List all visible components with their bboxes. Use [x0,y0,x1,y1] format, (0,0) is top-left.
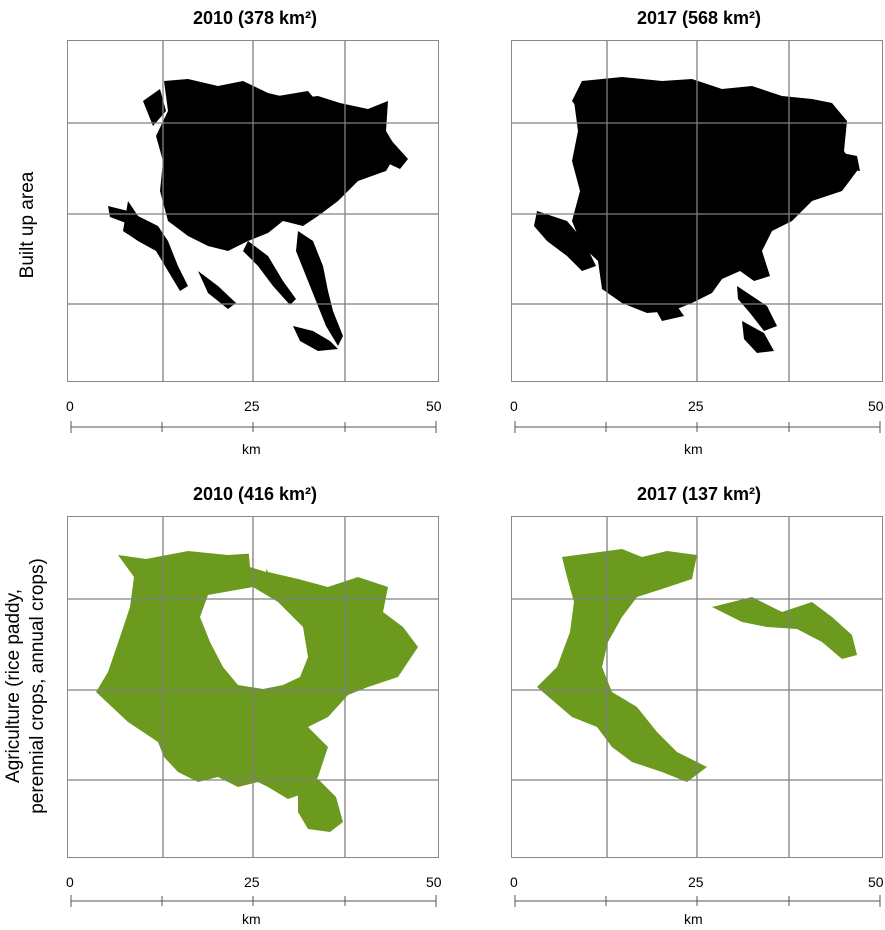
scale-unit-built-2010: km [242,441,261,457]
agriculture-area-2017 [537,549,857,782]
scale-unit-agri-2010: km [242,911,261,927]
map-built-2017-svg [512,41,882,381]
scale-tick-50-agri-2010: 50 [426,874,442,890]
map-agri-2010 [67,516,439,858]
map-built-2010-svg [68,41,438,381]
scale-tick-0-built-2010: 0 [66,398,74,414]
scale-tick-0-built-2017: 0 [510,398,518,414]
scalebar-agri-2017 [514,895,881,907]
row-label-built-up: Built up area [17,171,38,279]
scale-tick-25-agri-2010: 25 [244,874,260,890]
panel-title-agri-2010: 2010 (416 km²) [192,484,318,504]
map-agri-2017-svg [512,517,882,857]
built-up-area-2017 [534,77,860,353]
scale-tick-25-built-2017: 25 [688,398,704,414]
scale-tick-0-agri-2017: 0 [510,874,518,890]
scale-tick-50-built-2010: 50 [426,398,442,414]
map-grid-agri-2010 [68,517,438,857]
row-label-agriculture-line1: Agriculture (rice paddy, [3,589,24,783]
map-grid-built-2017 [512,41,882,381]
scalebar-built-2017 [514,421,881,433]
panel-title-built-2017: 2017 (568 km²) [636,8,762,28]
row-label-agriculture: Agriculture (rice paddy, perennial crops… [2,526,50,846]
panel-title-built-2010: 2010 (378 km²) [192,8,318,28]
scale-tick-25-agri-2017: 25 [688,874,704,890]
map-grid-agri-2017 [512,517,882,857]
scale-tick-50-agri-2017: 50 [868,874,883,890]
scale-tick-0-agri-2010: 0 [66,874,74,890]
scale-tick-25-built-2010: 25 [244,398,260,414]
map-grid-built-2010 [68,41,438,381]
map-agri-2010-svg [68,517,438,857]
map-agri-2017 [511,516,883,858]
scalebar-built-2010 [70,421,437,433]
panel-title-agri-2017: 2017 (137 km²) [636,484,762,504]
map-built-2017 [511,40,883,382]
map-built-2010 [67,40,439,382]
built-up-area-2010 [108,79,408,351]
scale-unit-agri-2017: km [684,911,703,927]
scalebar-agri-2010 [70,895,437,907]
scale-unit-built-2017: km [684,441,703,457]
scale-tick-50-built-2017: 50 [868,398,883,414]
row-label-agriculture-line2: perennial crops, annual crops) [27,558,48,814]
